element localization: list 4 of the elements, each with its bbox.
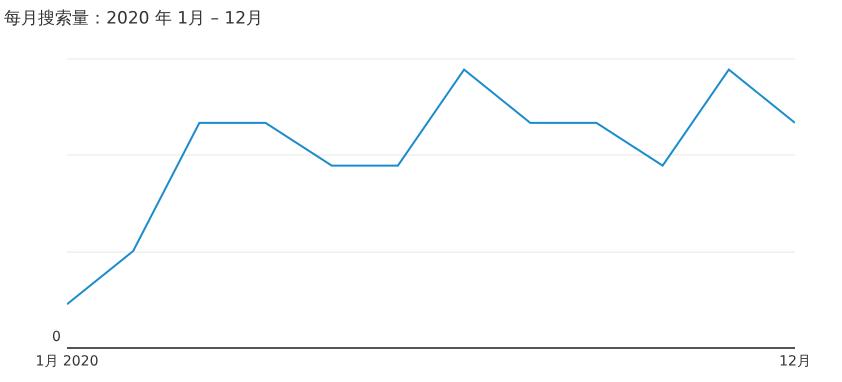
chart-title: 每月搜索量：2020 年 1月 – 12月 (4, 8, 264, 28)
x-tick-label: 12月 (779, 354, 811, 370)
text: 0 (52, 329, 61, 345)
x-tick-label: 1月 2020 (36, 354, 98, 370)
